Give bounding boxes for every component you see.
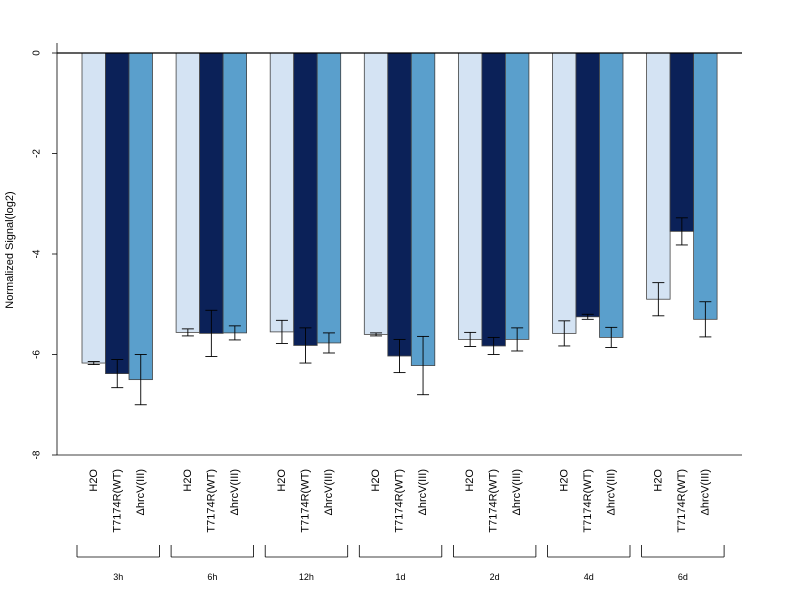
group-label-6d: 6d (678, 572, 688, 582)
bar-3h-2 (128, 52, 153, 381)
bar-label: T7174R(WT) (111, 469, 123, 533)
bar-6d-0 (646, 52, 671, 300)
group-label-3h: 3h (113, 572, 123, 582)
bar-label: T7174R(WT) (394, 469, 406, 533)
group-label-1d: 1d (396, 572, 406, 582)
bar-1d-0 (363, 52, 389, 335)
bar-label: H2O (652, 469, 664, 492)
bar-4d-1 (575, 52, 600, 318)
bar-label: ΔhrcV(III) (417, 469, 429, 515)
bar-6h-1 (199, 52, 224, 334)
bar-12h-2 (316, 52, 342, 344)
bar-label: ΔhrcV(III) (135, 469, 147, 515)
bar-6d-1 (669, 52, 694, 232)
bar-label: T7174R(WT) (205, 469, 217, 533)
bar-2d-1 (481, 52, 506, 347)
bar-label: ΔhrcV(III) (699, 469, 711, 515)
y-tick-label: -4 (32, 249, 43, 258)
y-tick-label: -2 (32, 149, 43, 158)
bar-4d-2 (599, 52, 624, 338)
y-tick-label: -8 (32, 450, 43, 459)
bar-label: ΔhrcV(III) (323, 469, 335, 515)
bar-label: H2O (370, 469, 382, 492)
bar-1d-2 (410, 52, 436, 366)
bar-label: T7174R(WT) (488, 469, 500, 533)
bar-label: H2O (182, 469, 194, 492)
bar-1d-1 (387, 52, 412, 357)
bar-label: H2O (558, 469, 570, 492)
bar-6h-0 (175, 52, 201, 333)
bar-6h-2 (222, 52, 248, 334)
group-label-6h: 6h (207, 572, 217, 582)
y-tick-label: 0 (32, 50, 43, 56)
bar-2d-0 (457, 52, 483, 340)
bar-label: T7174R(WT) (582, 469, 594, 533)
bar-label: H2O (464, 469, 476, 492)
y-axis-label: Normalized Signal(log2) (4, 191, 16, 308)
bar-label: H2O (88, 469, 100, 492)
group-label-4d: 4d (584, 572, 594, 582)
bar-12h-0 (269, 52, 295, 333)
bar-2d-2 (504, 52, 530, 340)
bar-label: ΔhrcV(III) (511, 469, 523, 515)
bar-12h-1 (293, 52, 318, 346)
bar-label: ΔhrcV(III) (605, 469, 617, 515)
bar-3h-1 (105, 52, 130, 374)
bar-label: H2O (276, 469, 288, 492)
bar-6d-2 (693, 52, 718, 320)
group-label-2d: 2d (490, 572, 500, 582)
bar-label: T7174R(WT) (299, 469, 311, 533)
y-tick-label: -6 (32, 350, 43, 359)
bar-label: ΔhrcV(III) (229, 469, 241, 515)
bar-4d-0 (552, 52, 577, 334)
bar-3h-0 (81, 52, 106, 364)
group-label-12h: 12h (299, 572, 314, 582)
bar-label: T7174R(WT) (676, 469, 688, 533)
